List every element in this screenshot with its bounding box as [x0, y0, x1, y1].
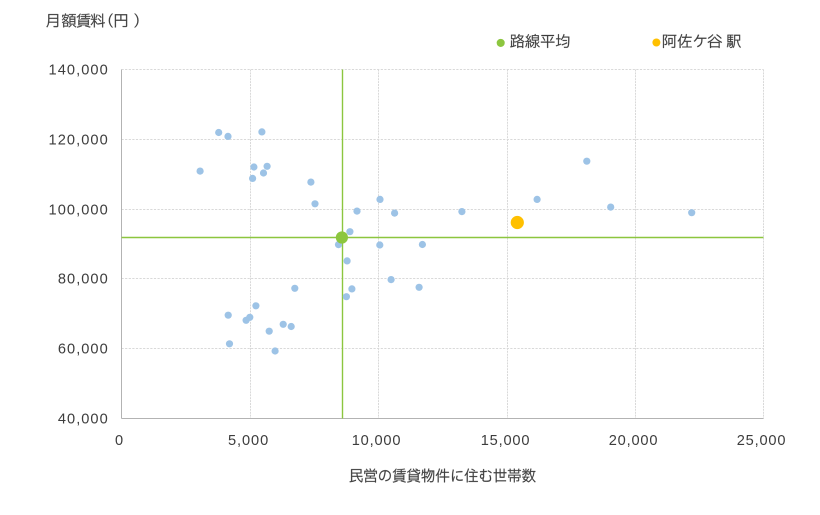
- svg-text:60,000: 60,000: [58, 341, 108, 357]
- svg-text:25,000: 25,000: [737, 433, 786, 449]
- svg-text:10,000: 10,000: [352, 433, 401, 449]
- svg-text:15,000: 15,000: [481, 433, 530, 449]
- svg-text:40,000: 40,000: [58, 411, 108, 427]
- svg-text:80,000: 80,000: [58, 271, 108, 287]
- svg-text:0: 0: [115, 433, 123, 449]
- svg-text:100,000: 100,000: [49, 202, 108, 218]
- svg-text:5,000: 5,000: [228, 433, 268, 449]
- svg-text:140,000: 140,000: [49, 62, 108, 78]
- svg-text:120,000: 120,000: [49, 132, 108, 148]
- svg-text:20,000: 20,000: [609, 433, 658, 449]
